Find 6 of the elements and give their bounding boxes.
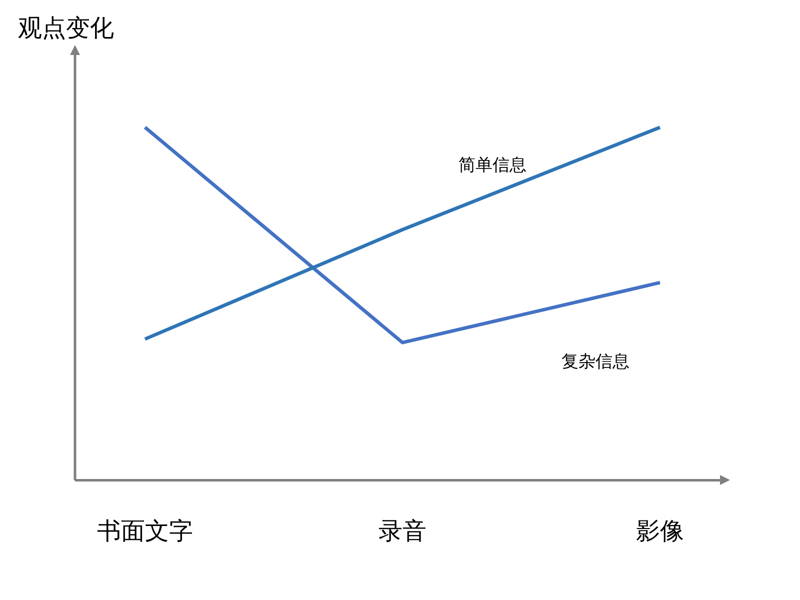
chart-title: 观点变化 xyxy=(18,13,114,44)
series-label: 简单信息 xyxy=(458,155,527,176)
text: 复杂信息 xyxy=(562,352,630,372)
x-tick-label: 录音 xyxy=(378,516,426,545)
x-tick-label: 书面文字 xyxy=(97,516,193,545)
x-tick-label: 影像 xyxy=(636,516,684,545)
